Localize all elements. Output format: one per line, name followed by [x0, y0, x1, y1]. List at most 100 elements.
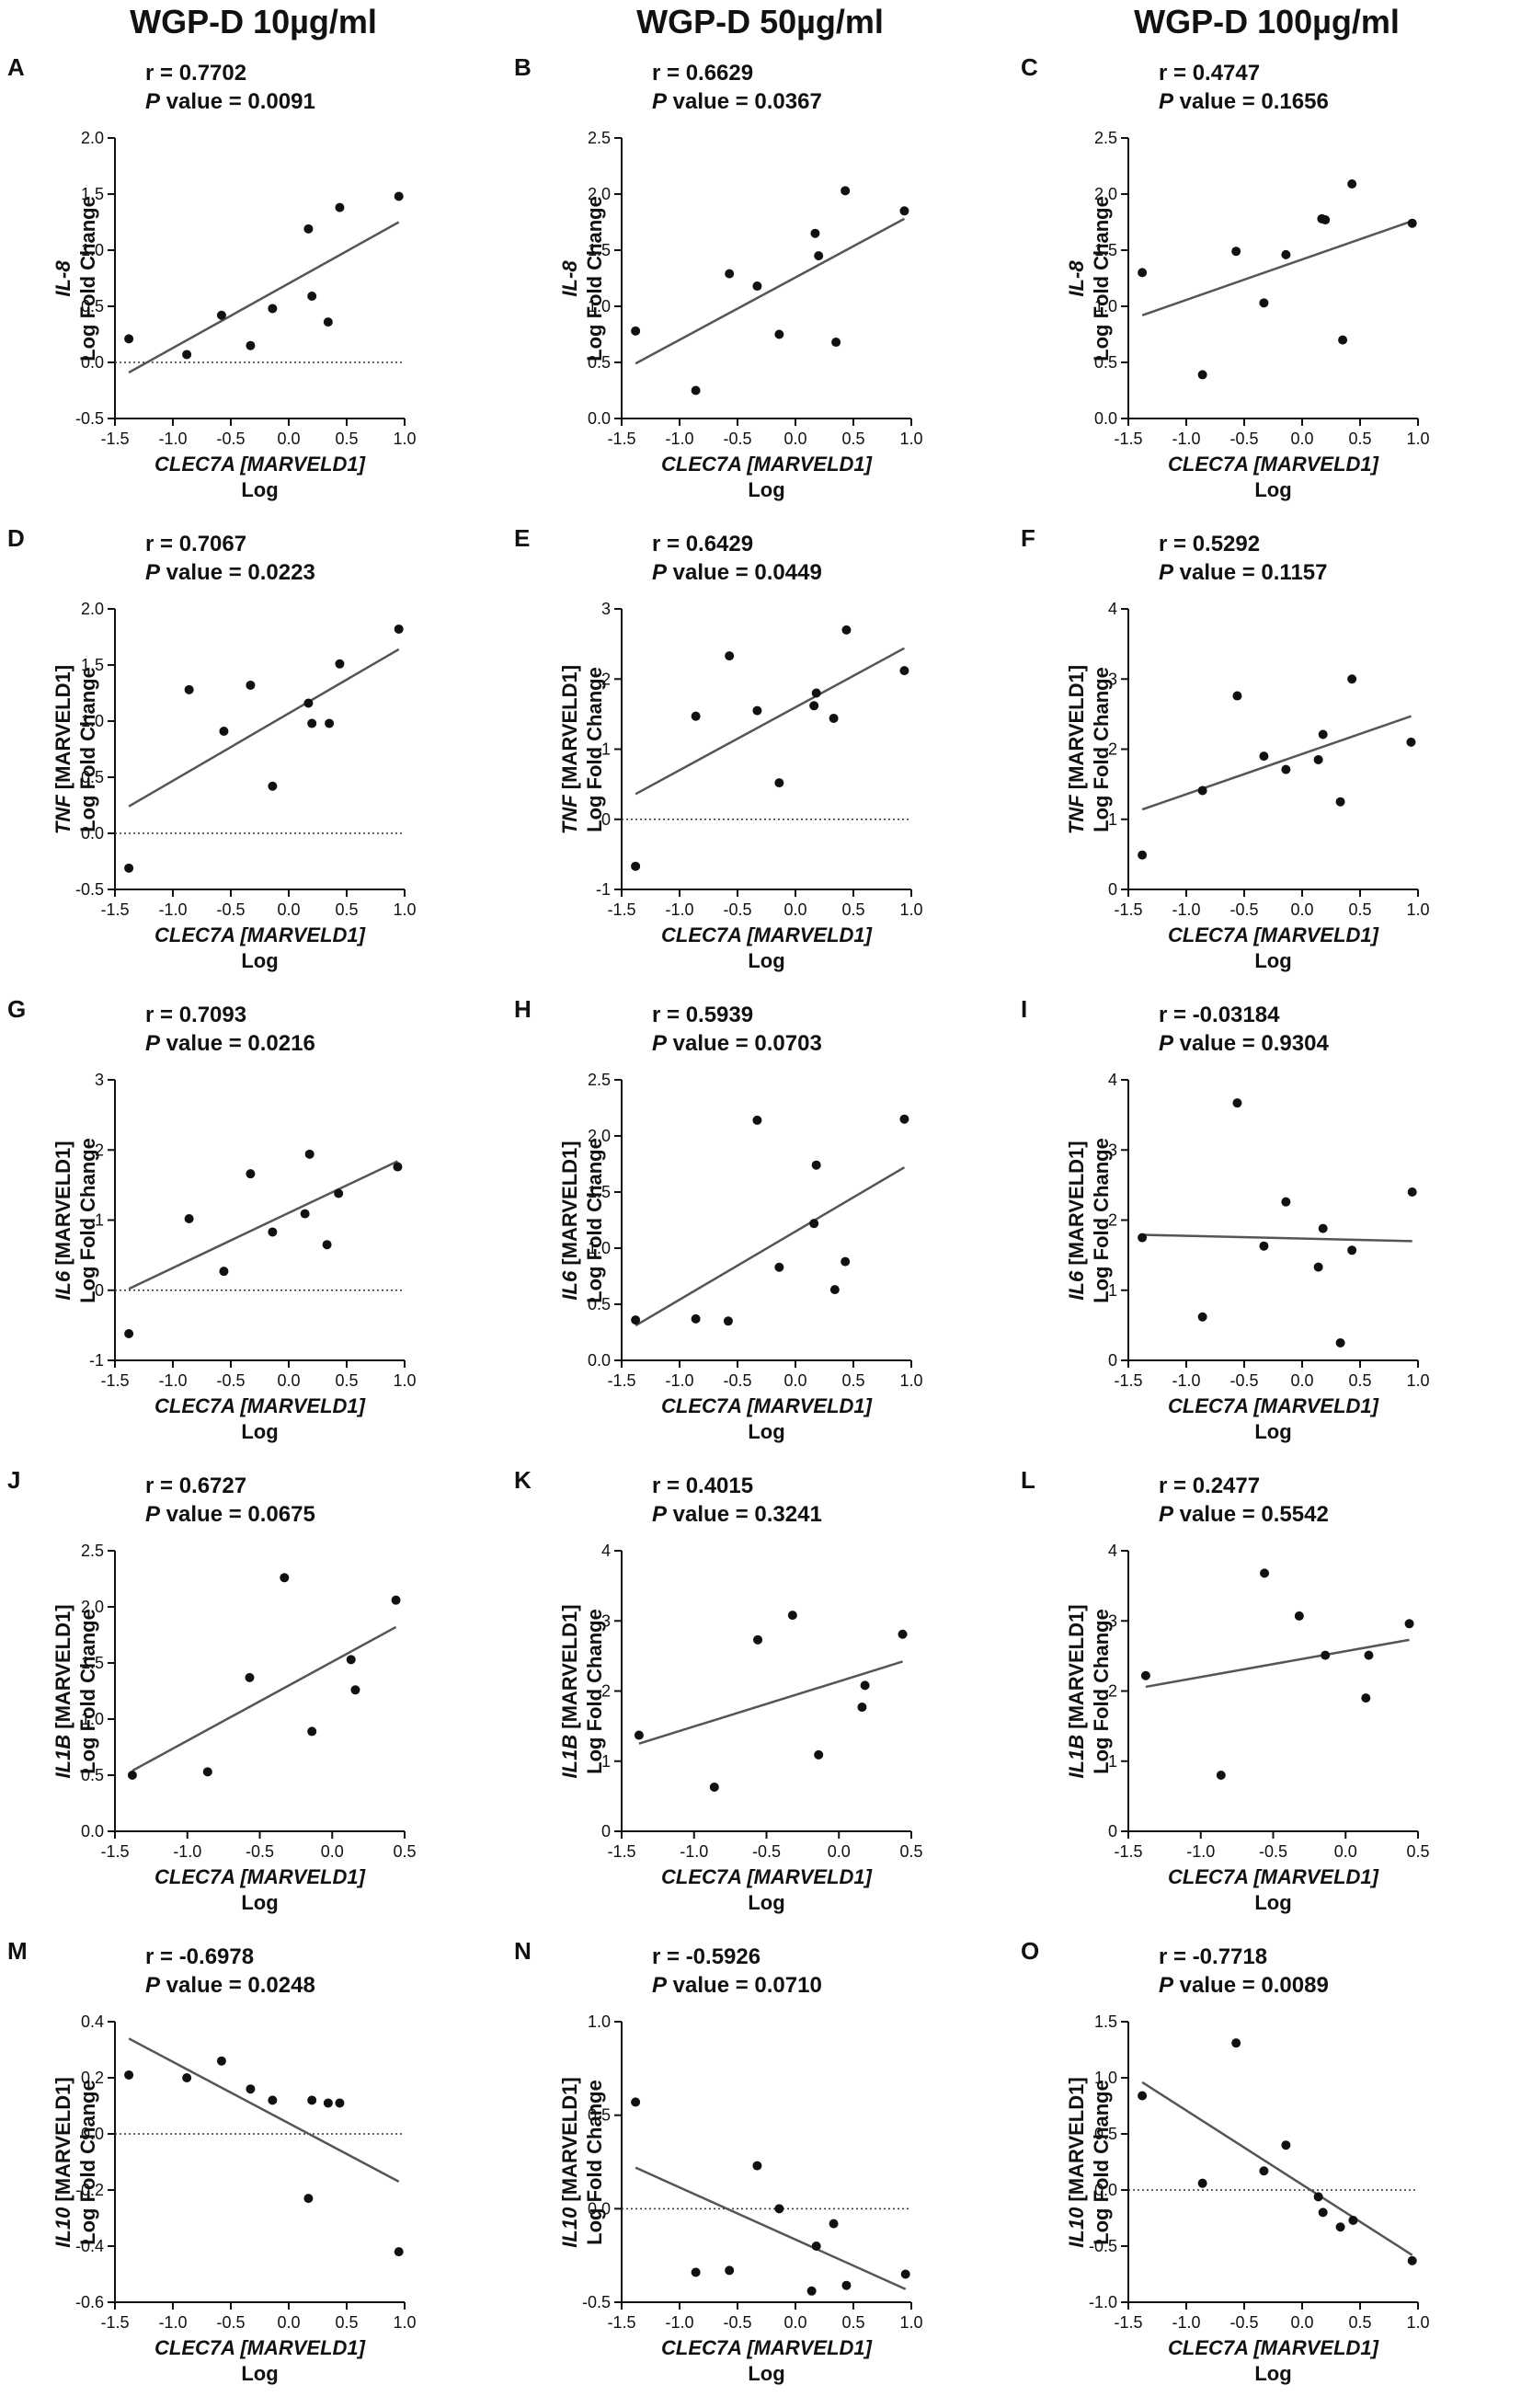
data-point	[216, 2056, 226, 2066]
panel-letter: L	[1021, 1466, 1035, 1494]
x-axis-label: CLEC7A [MARVELD1] Log	[1117, 2335, 1430, 2387]
data-point	[334, 1188, 344, 1198]
y-axis-reference: [MARVELD1]	[1065, 1140, 1088, 1271]
x-axis-reference: [MARVELD1]	[741, 453, 872, 476]
regression-line	[1141, 220, 1413, 316]
y-axis-gene: IL6	[1065, 1270, 1088, 1301]
data-point	[1138, 2091, 1148, 2101]
data-point	[811, 2242, 821, 2251]
x-tick-label: 0.0	[277, 430, 300, 448]
data-point	[1281, 2140, 1291, 2150]
x-axis-label: CLEC7A [MARVELD1] Log	[104, 2335, 417, 2387]
data-point	[899, 206, 909, 216]
data-point	[1197, 785, 1207, 796]
data-point	[1335, 2222, 1345, 2232]
y-tick-label: 0.0	[81, 1822, 104, 1840]
data-point	[307, 1726, 317, 1737]
x-axis-reference: [MARVELD1]	[234, 2336, 365, 2359]
y-axis-reference: [MARVELD1]	[51, 2076, 74, 2207]
data-point	[1407, 2255, 1417, 2265]
x-axis-unit: Log	[1254, 2362, 1292, 2385]
p-value: P value = 0.9304	[1159, 1031, 1329, 1056]
x-tick-label: 1.0	[1406, 430, 1429, 448]
data-point	[268, 304, 278, 314]
y-tick-label: -0.5	[75, 409, 104, 428]
y-axis-unit: Log Fold Change	[583, 1608, 606, 1774]
y-tick-label: 2	[1108, 1682, 1117, 1701]
x-axis-gene: CLEC7A	[154, 923, 235, 946]
x-tick-label: -1.5	[607, 1842, 635, 1861]
regression-line	[128, 221, 400, 374]
data-point	[811, 688, 821, 698]
y-tick-label: 1.5	[1094, 2012, 1117, 2031]
data-point	[127, 1771, 137, 1780]
x-axis-label: CLEC7A [MARVELD1] Log	[104, 452, 417, 503]
y-tick-label: 0.0	[588, 409, 611, 428]
x-axis-reference: [MARVELD1]	[1248, 923, 1378, 946]
y-tick-label: 0	[601, 810, 611, 829]
data-point	[1260, 1568, 1270, 1578]
correlation-stats: r = 0.4015 P value = 0.3241	[652, 1472, 822, 1529]
data-point	[268, 2095, 278, 2105]
data-point	[394, 2247, 404, 2257]
x-axis-unit: Log	[1254, 1891, 1292, 1914]
x-axis-label: CLEC7A [MARVELD1] Log	[1117, 1864, 1430, 1916]
data-point	[184, 1213, 194, 1223]
y-axis-unit: Log Fold Change	[583, 666, 606, 832]
r-value: r = 0.7067	[145, 532, 247, 556]
data-point	[1140, 1670, 1150, 1680]
x-axis-unit: Log	[241, 1420, 279, 1443]
data-point	[303, 2194, 314, 2204]
y-axis-unit: Log Fold Change	[76, 195, 99, 361]
panel-letter: N	[514, 1937, 532, 1965]
x-axis-label: CLEC7A [MARVELD1] Log	[1117, 923, 1430, 974]
y-tick-label: 2.5	[81, 1542, 104, 1560]
r-value: r = 0.4747	[1159, 61, 1261, 86]
x-tick-label: -0.5	[752, 1842, 781, 1861]
data-point	[631, 1315, 641, 1325]
panel-o: -1.5 -1.0 -0.5 0.0 0.5 1.0 -1.0 -0.5 0.0 0.5 1.0 1.…	[1013, 1930, 1520, 2408]
y-axis-unit: Log Fold Change	[76, 1137, 99, 1303]
data-point	[245, 1672, 255, 1682]
panel-letter: A	[7, 53, 25, 81]
data-point	[752, 705, 762, 716]
y-tick-label: 0	[1108, 880, 1117, 899]
y-tick-label: 0	[95, 1281, 104, 1300]
y-tick-label: 0.0	[588, 2199, 611, 2218]
x-axis-gene: CLEC7A	[154, 2336, 235, 2359]
y-tick-label: -1.0	[1089, 2293, 1117, 2311]
y-tick-label: 4	[1108, 1071, 1117, 1089]
x-tick-label: -1.0	[158, 1371, 187, 1390]
x-axis-gene: CLEC7A	[661, 923, 742, 946]
data-point	[325, 718, 335, 728]
panel-letter: C	[1021, 53, 1038, 81]
x-axis-unit: Log	[241, 478, 279, 501]
data-point	[307, 718, 317, 728]
regression-line	[128, 648, 400, 808]
data-point	[1259, 2166, 1269, 2176]
x-axis-unit: Log	[241, 2362, 279, 2385]
x-axis-label: CLEC7A [MARVELD1] Log	[611, 2335, 923, 2387]
y-tick-label: 1.0	[588, 297, 611, 315]
data-point	[1347, 674, 1357, 684]
x-tick-label: -1.5	[100, 1371, 129, 1390]
r-value: r = 0.2477	[1159, 1473, 1261, 1498]
data-point	[303, 224, 314, 234]
y-axis-reference: [MARVELD1]	[558, 1140, 581, 1271]
y-tick-label: 2.0	[81, 1598, 104, 1616]
y-tick-label: 1.0	[81, 241, 104, 259]
p-value: P value = 0.0449	[652, 560, 822, 585]
panel-letter: H	[514, 995, 532, 1023]
scatter-plot-c: -1.5 -1.0 -0.5 0.0 0.5 1.0 0.0 0.5 1.0 1.5 2.0 2.5	[1094, 129, 1430, 448]
y-tick-label: 0.2	[81, 2069, 104, 2087]
x-tick-label: 0.5	[1348, 430, 1371, 448]
regression-line	[635, 1166, 906, 1327]
y-tick-label: 1	[1108, 810, 1117, 829]
y-axis-unit: Log Fold Change	[1090, 195, 1113, 361]
data-point	[899, 666, 909, 676]
x-tick-label: -1.5	[607, 1371, 635, 1390]
x-tick-label: 0.5	[335, 2313, 358, 2332]
panel-c: -1.5 -1.0 -0.5 0.0 0.5 1.0 0.0 0.5 1.0 1.5 2.0 2.5 C…	[1013, 46, 1520, 524]
y-axis-unit: Log Fold Change	[1090, 666, 1113, 832]
